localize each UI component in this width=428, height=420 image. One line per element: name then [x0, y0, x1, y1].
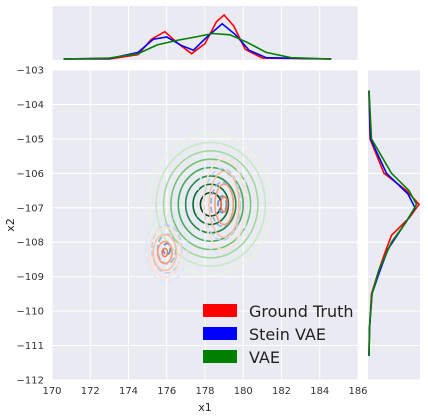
top-marginal-curves: [63, 13, 332, 60]
contour-stein-vae: [151, 224, 183, 274]
legend-swatch-ground-truth: [203, 304, 237, 317]
contour-stein-vae: [196, 153, 249, 255]
x-tick-label: 184: [310, 386, 329, 397]
y-tick-label: −110: [17, 307, 44, 318]
y-tick-label: −111: [17, 341, 44, 352]
x-tick-label: 180: [234, 386, 253, 397]
joint-plot-grid: [51, 69, 359, 381]
y-axis-label: x2: [4, 218, 17, 232]
contour-vae: [162, 149, 259, 259]
x-tick-label: 176: [157, 386, 176, 397]
legend-swatch-stein-vae: [203, 327, 237, 340]
right-marginal-background: [368, 70, 420, 380]
contour-stein-vae: [217, 195, 228, 214]
contour-vae: [177, 166, 244, 242]
kde-contours: [145, 133, 274, 283]
y-tick-label: −112: [17, 376, 44, 387]
legend-item-vae: VAE: [203, 348, 280, 367]
y-tick-labels: −103 −104 −105 −106 −107 −108 −109 −110 −111 −112: [17, 66, 44, 387]
contour-ground-truth: [214, 183, 235, 226]
y-tick-label: −103: [17, 66, 44, 77]
contour-vae: [155, 141, 267, 268]
y-tick-label: −109: [17, 272, 44, 283]
contour-stein-vae: [145, 215, 189, 283]
x-tick-label: 186: [348, 386, 367, 397]
right-marginal-vae: [368, 90, 418, 356]
legend-item-stein-vae: Stein VAE: [203, 325, 326, 344]
top-marginal-stein-vae: [63, 22, 332, 60]
joint-plot: 170 172 174 176 178 180 182 184 186 −103 −104 −105…: [4, 66, 368, 415]
x-tick-label: 172: [81, 386, 100, 397]
contour-ground-truth: [147, 226, 182, 279]
y-tick-label: −107: [17, 203, 44, 214]
x-tick-label: 182: [272, 386, 291, 397]
contour-vae: [192, 183, 230, 226]
top-marginal-grid: [51, 6, 359, 60]
legend-label-vae: VAE: [249, 348, 280, 367]
x-tick-label: 174: [119, 386, 138, 397]
x-tick-labels: 170 172 174 176 178 180 182 184 186: [42, 386, 367, 397]
contour-ground-truth: [152, 233, 178, 272]
legend-swatch-vae: [203, 350, 237, 363]
right-marginal-plot: [368, 69, 421, 381]
contour-ground-truth: [156, 240, 173, 265]
contour-vae: [147, 133, 274, 276]
x-axis-label: x1: [198, 401, 212, 414]
legend-label-ground-truth: Ground Truth: [249, 302, 354, 321]
contour-ground-truth: [161, 247, 169, 258]
right-marginal-grid: [368, 69, 420, 381]
top-marginal-vae: [63, 32, 332, 60]
y-tick-label: −106: [17, 169, 44, 180]
top-marginal-plot: [51, 6, 359, 60]
contour-ground-truth: [219, 195, 229, 213]
legend-item-ground-truth: Ground Truth: [203, 302, 354, 321]
legend: Ground Truth Stein VAE VAE: [203, 302, 354, 367]
y-tick-label: −104: [17, 100, 44, 111]
right-marginal-curves: [368, 90, 421, 356]
y-tick-label: −108: [17, 238, 44, 249]
legend-label-stein-vae: Stein VAE: [249, 325, 326, 344]
contour-ground-truth: [202, 158, 246, 251]
contour-ground-truth: [208, 170, 240, 238]
x-tick-label: 178: [195, 386, 214, 397]
y-tick-label: −105: [17, 134, 44, 145]
x-tick-label: 170: [42, 386, 61, 397]
